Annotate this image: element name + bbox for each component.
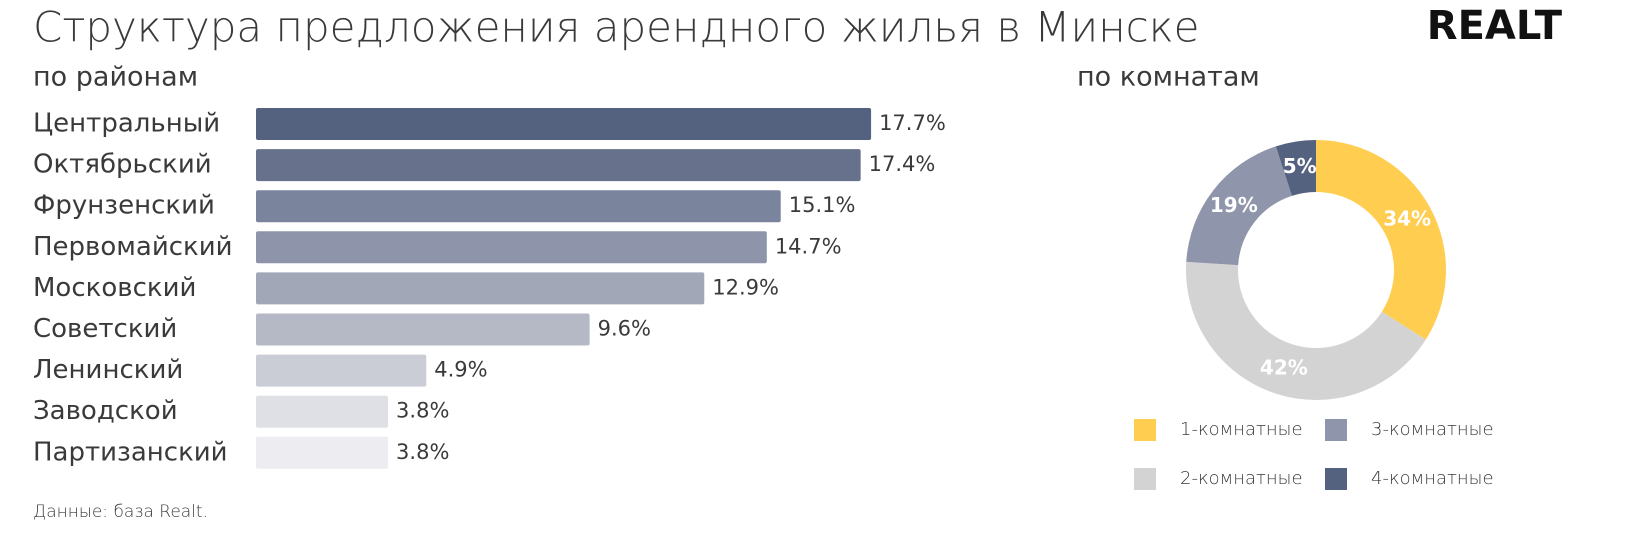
category-label: Партизанский	[33, 437, 228, 467]
bar	[256, 436, 389, 469]
category-label: Центральный	[33, 109, 220, 139]
legend-label: 4-комнатные	[1371, 468, 1494, 489]
value-label: 17.7%	[879, 111, 946, 135]
bar	[256, 354, 427, 387]
value-label: 3.8%	[396, 440, 449, 464]
category-label: Ленинский	[33, 355, 183, 385]
donut-slice	[1185, 261, 1426, 401]
category-label: Советский	[33, 314, 177, 344]
bar	[256, 149, 861, 182]
value-label: 17.4%	[869, 152, 936, 176]
bar	[256, 231, 767, 264]
donut-slice	[1275, 140, 1316, 196]
value-label: 12.9%	[712, 275, 779, 299]
legend-swatch	[1325, 419, 1347, 441]
source: Данные: база Realt.	[33, 502, 208, 522]
donut-slice	[1316, 140, 1446, 340]
category-label: Фрунзенский	[33, 191, 215, 221]
bar	[256, 313, 590, 346]
legend-swatch	[1134, 468, 1156, 490]
slice-label: 5%	[1283, 154, 1317, 178]
bar	[256, 108, 872, 140]
legend-label: 1-комнатные	[1180, 419, 1303, 440]
value-label: 15.1%	[789, 193, 856, 217]
category-label: Заводской	[33, 396, 178, 426]
slice-label: 19%	[1210, 193, 1258, 217]
slice-label: 34%	[1383, 206, 1431, 230]
bar	[256, 395, 389, 428]
legend-swatch	[1134, 419, 1156, 441]
title: Структура предложения арендного жилья в …	[33, 3, 1200, 52]
category-label: Октябрьский	[33, 150, 212, 180]
slice-label: 42%	[1260, 355, 1308, 379]
value-label: 14.7%	[775, 234, 842, 258]
logo: REALT	[1427, 3, 1563, 49]
legend-label: 2-комнатные	[1180, 468, 1303, 489]
value-label: 4.9%	[434, 358, 487, 382]
bar-subtitle: по районам	[33, 62, 198, 93]
donut-slice	[1186, 146, 1292, 266]
bar	[256, 272, 705, 305]
legend-label: 3-комнатные	[1371, 419, 1494, 440]
bar	[256, 190, 781, 223]
category-label: Первомайский	[33, 232, 233, 262]
legend-swatch	[1325, 468, 1347, 490]
value-label: 3.8%	[396, 399, 449, 423]
value-label: 9.6%	[598, 317, 651, 341]
category-label: Московский	[33, 273, 196, 303]
pie-subtitle: по комнатам	[1077, 62, 1260, 93]
